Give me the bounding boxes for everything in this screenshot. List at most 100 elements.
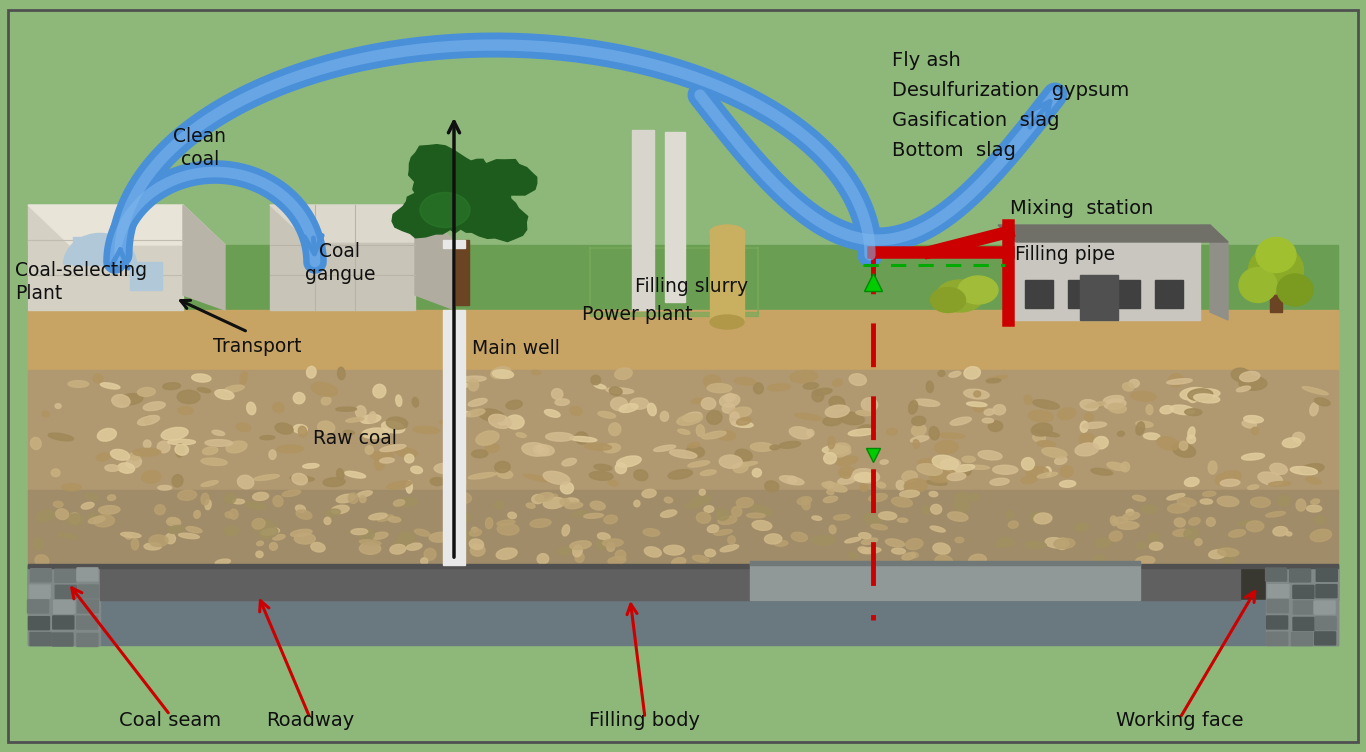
Ellipse shape	[550, 494, 557, 499]
Ellipse shape	[930, 526, 945, 532]
Ellipse shape	[61, 484, 81, 491]
Ellipse shape	[672, 557, 686, 566]
Ellipse shape	[388, 517, 400, 522]
Polygon shape	[270, 205, 455, 242]
Ellipse shape	[647, 403, 656, 416]
Ellipse shape	[492, 370, 514, 378]
Ellipse shape	[1201, 499, 1213, 504]
Ellipse shape	[523, 475, 550, 482]
Ellipse shape	[448, 477, 466, 486]
Ellipse shape	[850, 374, 866, 386]
Ellipse shape	[887, 429, 897, 435]
Ellipse shape	[387, 481, 411, 489]
Ellipse shape	[829, 525, 836, 534]
Ellipse shape	[1094, 554, 1105, 565]
Text: Coal
gangue: Coal gangue	[305, 241, 376, 284]
Ellipse shape	[732, 506, 742, 517]
Ellipse shape	[870, 524, 888, 529]
Ellipse shape	[544, 472, 570, 484]
Ellipse shape	[720, 394, 740, 407]
Ellipse shape	[167, 518, 180, 526]
Ellipse shape	[962, 456, 975, 462]
Ellipse shape	[98, 505, 120, 514]
Ellipse shape	[1106, 462, 1127, 471]
Ellipse shape	[240, 371, 247, 385]
Ellipse shape	[497, 520, 515, 526]
Ellipse shape	[87, 514, 101, 522]
Ellipse shape	[100, 383, 120, 389]
Ellipse shape	[485, 517, 493, 529]
Ellipse shape	[452, 529, 473, 541]
Bar	[72, 237, 128, 265]
Ellipse shape	[1167, 493, 1184, 500]
Ellipse shape	[296, 510, 311, 519]
Ellipse shape	[862, 538, 878, 544]
Ellipse shape	[168, 517, 180, 524]
Ellipse shape	[464, 411, 471, 416]
Ellipse shape	[1283, 438, 1300, 447]
Ellipse shape	[163, 383, 180, 390]
Ellipse shape	[955, 499, 970, 512]
Ellipse shape	[885, 539, 904, 547]
Ellipse shape	[844, 474, 863, 481]
Ellipse shape	[892, 548, 906, 554]
Ellipse shape	[932, 471, 941, 480]
Ellipse shape	[1239, 268, 1277, 302]
Ellipse shape	[1082, 422, 1106, 429]
Ellipse shape	[829, 396, 844, 409]
Ellipse shape	[490, 367, 511, 379]
Ellipse shape	[429, 532, 451, 542]
Ellipse shape	[172, 475, 183, 487]
Ellipse shape	[811, 390, 824, 402]
Ellipse shape	[1168, 374, 1184, 387]
Ellipse shape	[930, 287, 966, 313]
Ellipse shape	[699, 490, 705, 496]
Ellipse shape	[1285, 532, 1292, 536]
Text: Filling body: Filling body	[590, 711, 701, 729]
Ellipse shape	[370, 451, 393, 460]
Ellipse shape	[497, 523, 519, 535]
Ellipse shape	[232, 499, 245, 504]
Ellipse shape	[466, 409, 485, 417]
Ellipse shape	[1306, 477, 1321, 484]
Ellipse shape	[225, 441, 247, 453]
FancyBboxPatch shape	[1266, 616, 1288, 629]
Text: Gasification  slag: Gasification slag	[892, 111, 1060, 129]
Ellipse shape	[865, 515, 882, 523]
Ellipse shape	[380, 444, 406, 451]
Ellipse shape	[900, 490, 919, 498]
Ellipse shape	[470, 544, 485, 556]
Bar	[443, 310, 464, 565]
Ellipse shape	[978, 450, 1003, 460]
Ellipse shape	[947, 473, 966, 481]
Ellipse shape	[445, 494, 460, 503]
Ellipse shape	[1091, 468, 1112, 475]
Ellipse shape	[566, 498, 579, 503]
Ellipse shape	[303, 463, 320, 468]
Ellipse shape	[701, 470, 716, 475]
FancyBboxPatch shape	[55, 585, 76, 599]
Polygon shape	[392, 144, 537, 241]
Ellipse shape	[273, 535, 285, 540]
Ellipse shape	[36, 555, 49, 566]
Ellipse shape	[411, 466, 422, 474]
Ellipse shape	[311, 383, 337, 396]
FancyBboxPatch shape	[1268, 599, 1288, 613]
Ellipse shape	[986, 378, 1001, 383]
FancyBboxPatch shape	[1315, 584, 1337, 598]
Ellipse shape	[1175, 518, 1186, 527]
Ellipse shape	[1277, 274, 1313, 306]
Ellipse shape	[697, 512, 710, 523]
Ellipse shape	[469, 379, 478, 391]
Ellipse shape	[1310, 403, 1318, 416]
Ellipse shape	[273, 402, 284, 413]
Ellipse shape	[684, 502, 702, 508]
Ellipse shape	[790, 371, 818, 383]
FancyBboxPatch shape	[76, 616, 98, 629]
Ellipse shape	[275, 423, 294, 434]
Ellipse shape	[1026, 466, 1049, 478]
Ellipse shape	[545, 432, 574, 441]
Bar	[1005, 225, 1199, 320]
Ellipse shape	[359, 543, 381, 554]
Ellipse shape	[68, 381, 89, 387]
